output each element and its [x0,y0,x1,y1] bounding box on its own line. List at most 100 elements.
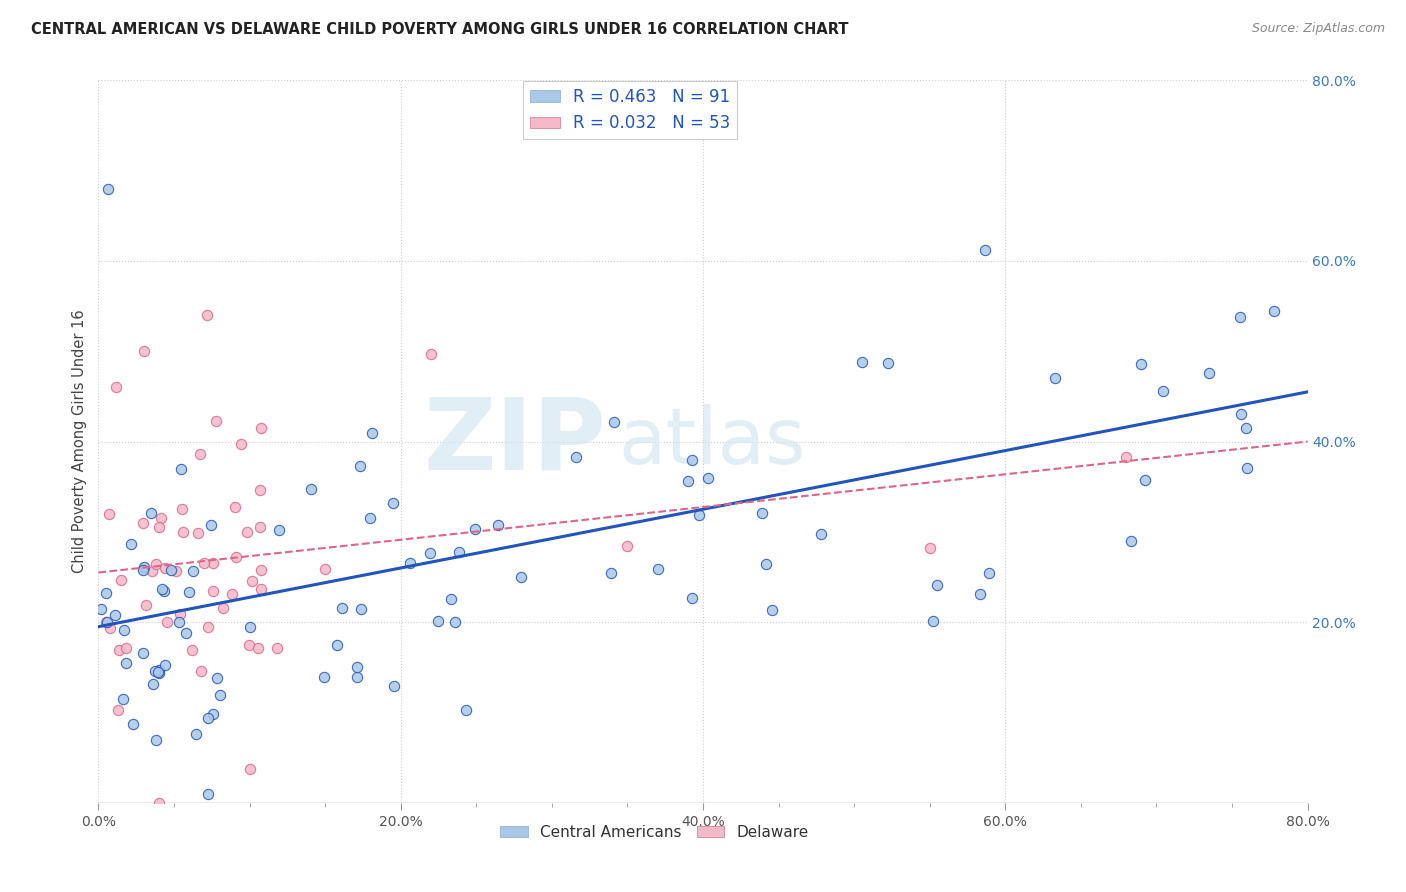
Point [382,679,405,693]
Point [969,587,991,601]
Point [149,510,172,524]
Point [565,450,588,464]
Point [974,243,997,257]
Point [112,691,135,706]
Point [96,615,118,629]
Point [107,643,129,657]
Point [145,733,167,747]
Point [509,570,531,584]
Point [96,586,118,600]
Point [1045,370,1067,384]
Point [190,664,212,678]
Point [231,437,253,451]
Point [314,562,336,576]
Point [174,626,197,640]
Point [202,583,225,598]
Point [426,615,449,629]
Point [922,614,945,628]
Point [197,620,219,634]
Point [350,602,373,616]
Point [420,347,443,361]
Point [246,640,269,655]
Point [755,557,778,571]
Point [225,550,247,565]
Point [197,787,219,801]
Point [153,561,176,575]
Point [145,557,167,571]
Point [312,670,335,684]
Text: ZIP: ZIP [423,393,606,490]
Point [454,703,477,717]
Point [132,646,155,660]
Point [325,638,347,652]
Point [1229,407,1251,421]
Point [1129,357,1152,371]
Point [142,677,165,691]
Point [361,425,384,440]
Point [120,536,142,550]
Point [332,601,354,615]
Point [197,711,219,725]
Point [419,546,441,560]
Point [132,516,155,530]
Point [122,716,145,731]
Text: CENTRAL AMERICAN VS DELAWARE CHILD POVERTY AMONG GIRLS UNDER 16 CORRELATION CHAR: CENTRAL AMERICAN VS DELAWARE CHILD POVER… [31,22,848,37]
Point [681,591,703,605]
Point [249,483,271,497]
Point [359,511,381,525]
Point [131,563,153,577]
Point [238,638,260,652]
Point [148,666,170,681]
Point [172,502,194,516]
Point [115,657,138,671]
Point [761,603,783,617]
Point [135,598,157,612]
Point [681,453,703,467]
Point [169,615,191,629]
Point [98,622,121,636]
Point [239,762,262,776]
Text: atlas: atlas [619,403,806,480]
Point [269,524,291,538]
Point [616,540,638,554]
Y-axis label: Child Poverty Among Girls Under 16: Child Poverty Among Girls Under 16 [72,310,87,574]
Point [156,615,179,629]
Point [169,607,191,622]
Point [236,524,259,539]
Point [152,583,174,598]
Point [153,658,176,673]
Point [148,663,170,677]
Point [200,517,222,532]
Point [148,520,170,534]
Point [148,796,170,810]
Point [688,508,710,522]
Point [249,421,271,435]
Point [221,587,243,601]
Point [877,357,900,371]
Point [160,563,183,577]
Point [1236,461,1258,475]
Point [299,483,322,497]
Point [398,556,420,570]
Point [98,508,121,522]
Point [349,458,371,473]
Point [165,564,187,578]
Point [184,727,207,741]
Legend: Central Americans, Delaware: Central Americans, Delaware [495,819,815,846]
Point [851,355,873,369]
Point [1119,533,1142,548]
Point [440,592,463,607]
Point [202,707,225,722]
Point [205,671,228,685]
Point [1198,366,1220,380]
Point [105,380,128,394]
Point [181,642,204,657]
Point [250,582,273,596]
Point [97,182,120,196]
Point [224,500,246,514]
Point [188,446,211,460]
Point [486,517,509,532]
Point [444,615,467,629]
Point [146,665,169,679]
Point [96,615,118,629]
